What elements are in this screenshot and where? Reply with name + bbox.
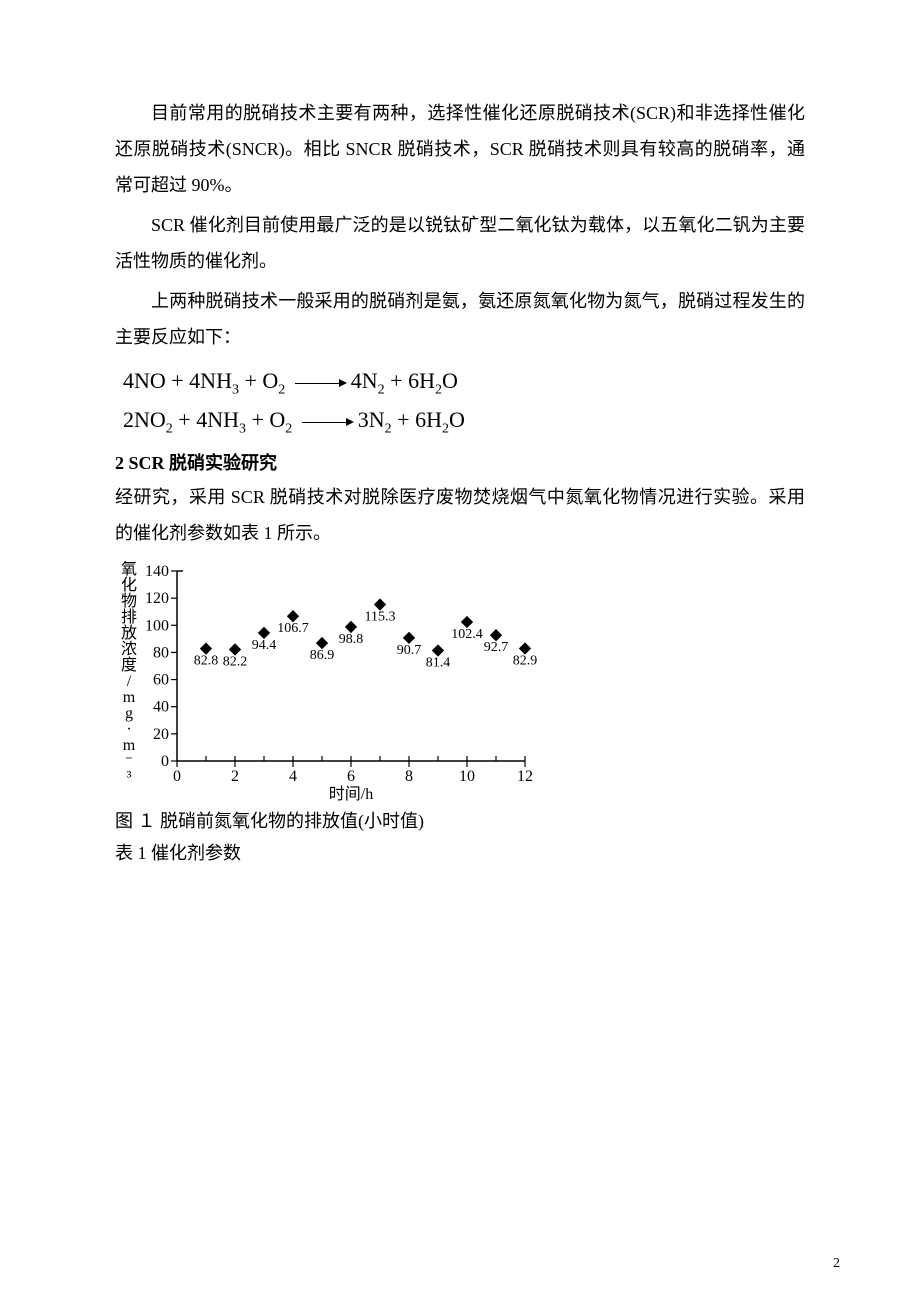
svg-text:115.3: 115.3 — [365, 609, 396, 624]
svg-text:物: 物 — [121, 592, 137, 610]
svg-text:90.7: 90.7 — [397, 642, 422, 657]
svg-text:8: 8 — [405, 768, 413, 785]
eq-text: + 4NH — [173, 407, 239, 432]
svg-text:20: 20 — [153, 725, 169, 742]
equation-block: 4NO + 4NH3 + O2 4N2 + 6H2O 2NO2 + 4NH3 +… — [123, 363, 805, 441]
svg-text:106.7: 106.7 — [277, 621, 309, 636]
table-caption: 表 1 催化剂参数 — [115, 839, 805, 865]
svg-text:化: 化 — [121, 576, 137, 594]
page: 目前常用的脱硝技术主要有两种，选择性催化还原脱硝技术(SCR)和非选择性催化还原… — [0, 0, 920, 1302]
svg-text:80: 80 — [153, 644, 169, 661]
svg-text:放: 放 — [121, 624, 137, 642]
svg-text:⁻: ⁻ — [125, 753, 133, 770]
svg-text:60: 60 — [153, 671, 169, 688]
eq-text: + 6H — [392, 407, 442, 432]
svg-text:氧: 氧 — [121, 561, 137, 578]
paragraph-2: SCR 催化剂目前使用最广泛的是以锐钛矿型二氧化钛为载体，以五氧化二钒为主要活性… — [115, 207, 805, 279]
page-number: 2 — [833, 1256, 840, 1272]
svg-text:浓: 浓 — [121, 640, 137, 658]
svg-text:94.4: 94.4 — [252, 637, 277, 652]
svg-text:100: 100 — [145, 617, 169, 634]
svg-text:120: 120 — [145, 590, 169, 607]
equation-2: 2NO2 + 4NH3 + O2 3N2 + 6H2O — [123, 402, 805, 441]
eq-sub: 2 — [378, 382, 385, 397]
eq-sub: 2 — [285, 421, 292, 436]
eq-sub: 2 — [278, 382, 285, 397]
eq-text: 4NO + 4NH — [123, 368, 232, 393]
svg-text:10: 10 — [459, 768, 475, 785]
paragraph-4: 经研究，采用 SCR 脱硝技术对脱除医疗废物焚烧烟气中氮氧化物情况进行实验。采用… — [115, 479, 805, 551]
svg-text:2: 2 — [231, 768, 239, 785]
svg-text:度: 度 — [121, 656, 137, 674]
eq-text: + 6H — [385, 368, 435, 393]
svg-text:时间/h: 时间/h — [329, 785, 373, 801]
svg-text:82.9: 82.9 — [513, 653, 538, 668]
eq-sub: 2 — [385, 421, 392, 436]
svg-text:g: g — [125, 705, 133, 722]
eq-sub: 3 — [239, 421, 246, 436]
svg-text:0: 0 — [161, 753, 169, 770]
eq-text: 3N — [358, 407, 385, 432]
svg-text:92.7: 92.7 — [484, 640, 509, 655]
svg-text:4: 4 — [289, 768, 297, 785]
scatter-chart: 020406080100120140024681012时间/h氮氧化物排放浓度/… — [115, 561, 545, 801]
figure-caption: 图 １ 脱硝前氮氧化物的排放值(小时值) — [115, 807, 805, 833]
svg-text:排: 排 — [121, 608, 137, 626]
svg-text:0: 0 — [173, 768, 181, 785]
svg-text:98.8: 98.8 — [339, 631, 364, 646]
eq-text: O — [449, 407, 465, 432]
svg-text:102.4: 102.4 — [451, 627, 483, 642]
eq-sub: 2 — [442, 421, 449, 436]
svg-text:82.2: 82.2 — [223, 654, 248, 669]
section-heading: 2 SCR 脱硝实验研究 — [115, 449, 805, 475]
svg-text:m: m — [123, 689, 136, 706]
eq-sub: 2 — [166, 421, 173, 436]
eq-text: O — [442, 368, 458, 393]
eq-sub: 3 — [232, 382, 239, 397]
paragraph-3: 上两种脱硝技术一般采用的脱硝剂是氨，氨还原氮氧化物为氮气，脱硝过程发生的主要反应… — [115, 283, 805, 355]
svg-text:·: · — [126, 721, 131, 738]
svg-text:m: m — [123, 737, 136, 754]
svg-text:82.8: 82.8 — [194, 653, 219, 668]
svg-text:12: 12 — [517, 768, 533, 785]
eq-text: 2NO — [123, 407, 166, 432]
eq-text: 4N — [351, 368, 378, 393]
paragraph-1: 目前常用的脱硝技术主要有两种，选择性催化还原脱硝技术(SCR)和非选择性催化还原… — [115, 95, 805, 203]
svg-text:140: 140 — [145, 563, 169, 580]
svg-text:81.4: 81.4 — [426, 655, 451, 670]
svg-text:86.9: 86.9 — [310, 648, 335, 663]
eq-text: + O — [246, 407, 285, 432]
svg-text:/: / — [127, 673, 132, 690]
equation-1: 4NO + 4NH3 + O2 4N2 + 6H2O — [123, 363, 805, 402]
svg-text:³: ³ — [127, 769, 132, 786]
eq-sub: 2 — [435, 382, 442, 397]
eq-text: + O — [239, 368, 278, 393]
svg-text:6: 6 — [347, 768, 355, 785]
svg-text:40: 40 — [153, 698, 169, 715]
figure-1: 020406080100120140024681012时间/h氮氧化物排放浓度/… — [115, 561, 805, 801]
